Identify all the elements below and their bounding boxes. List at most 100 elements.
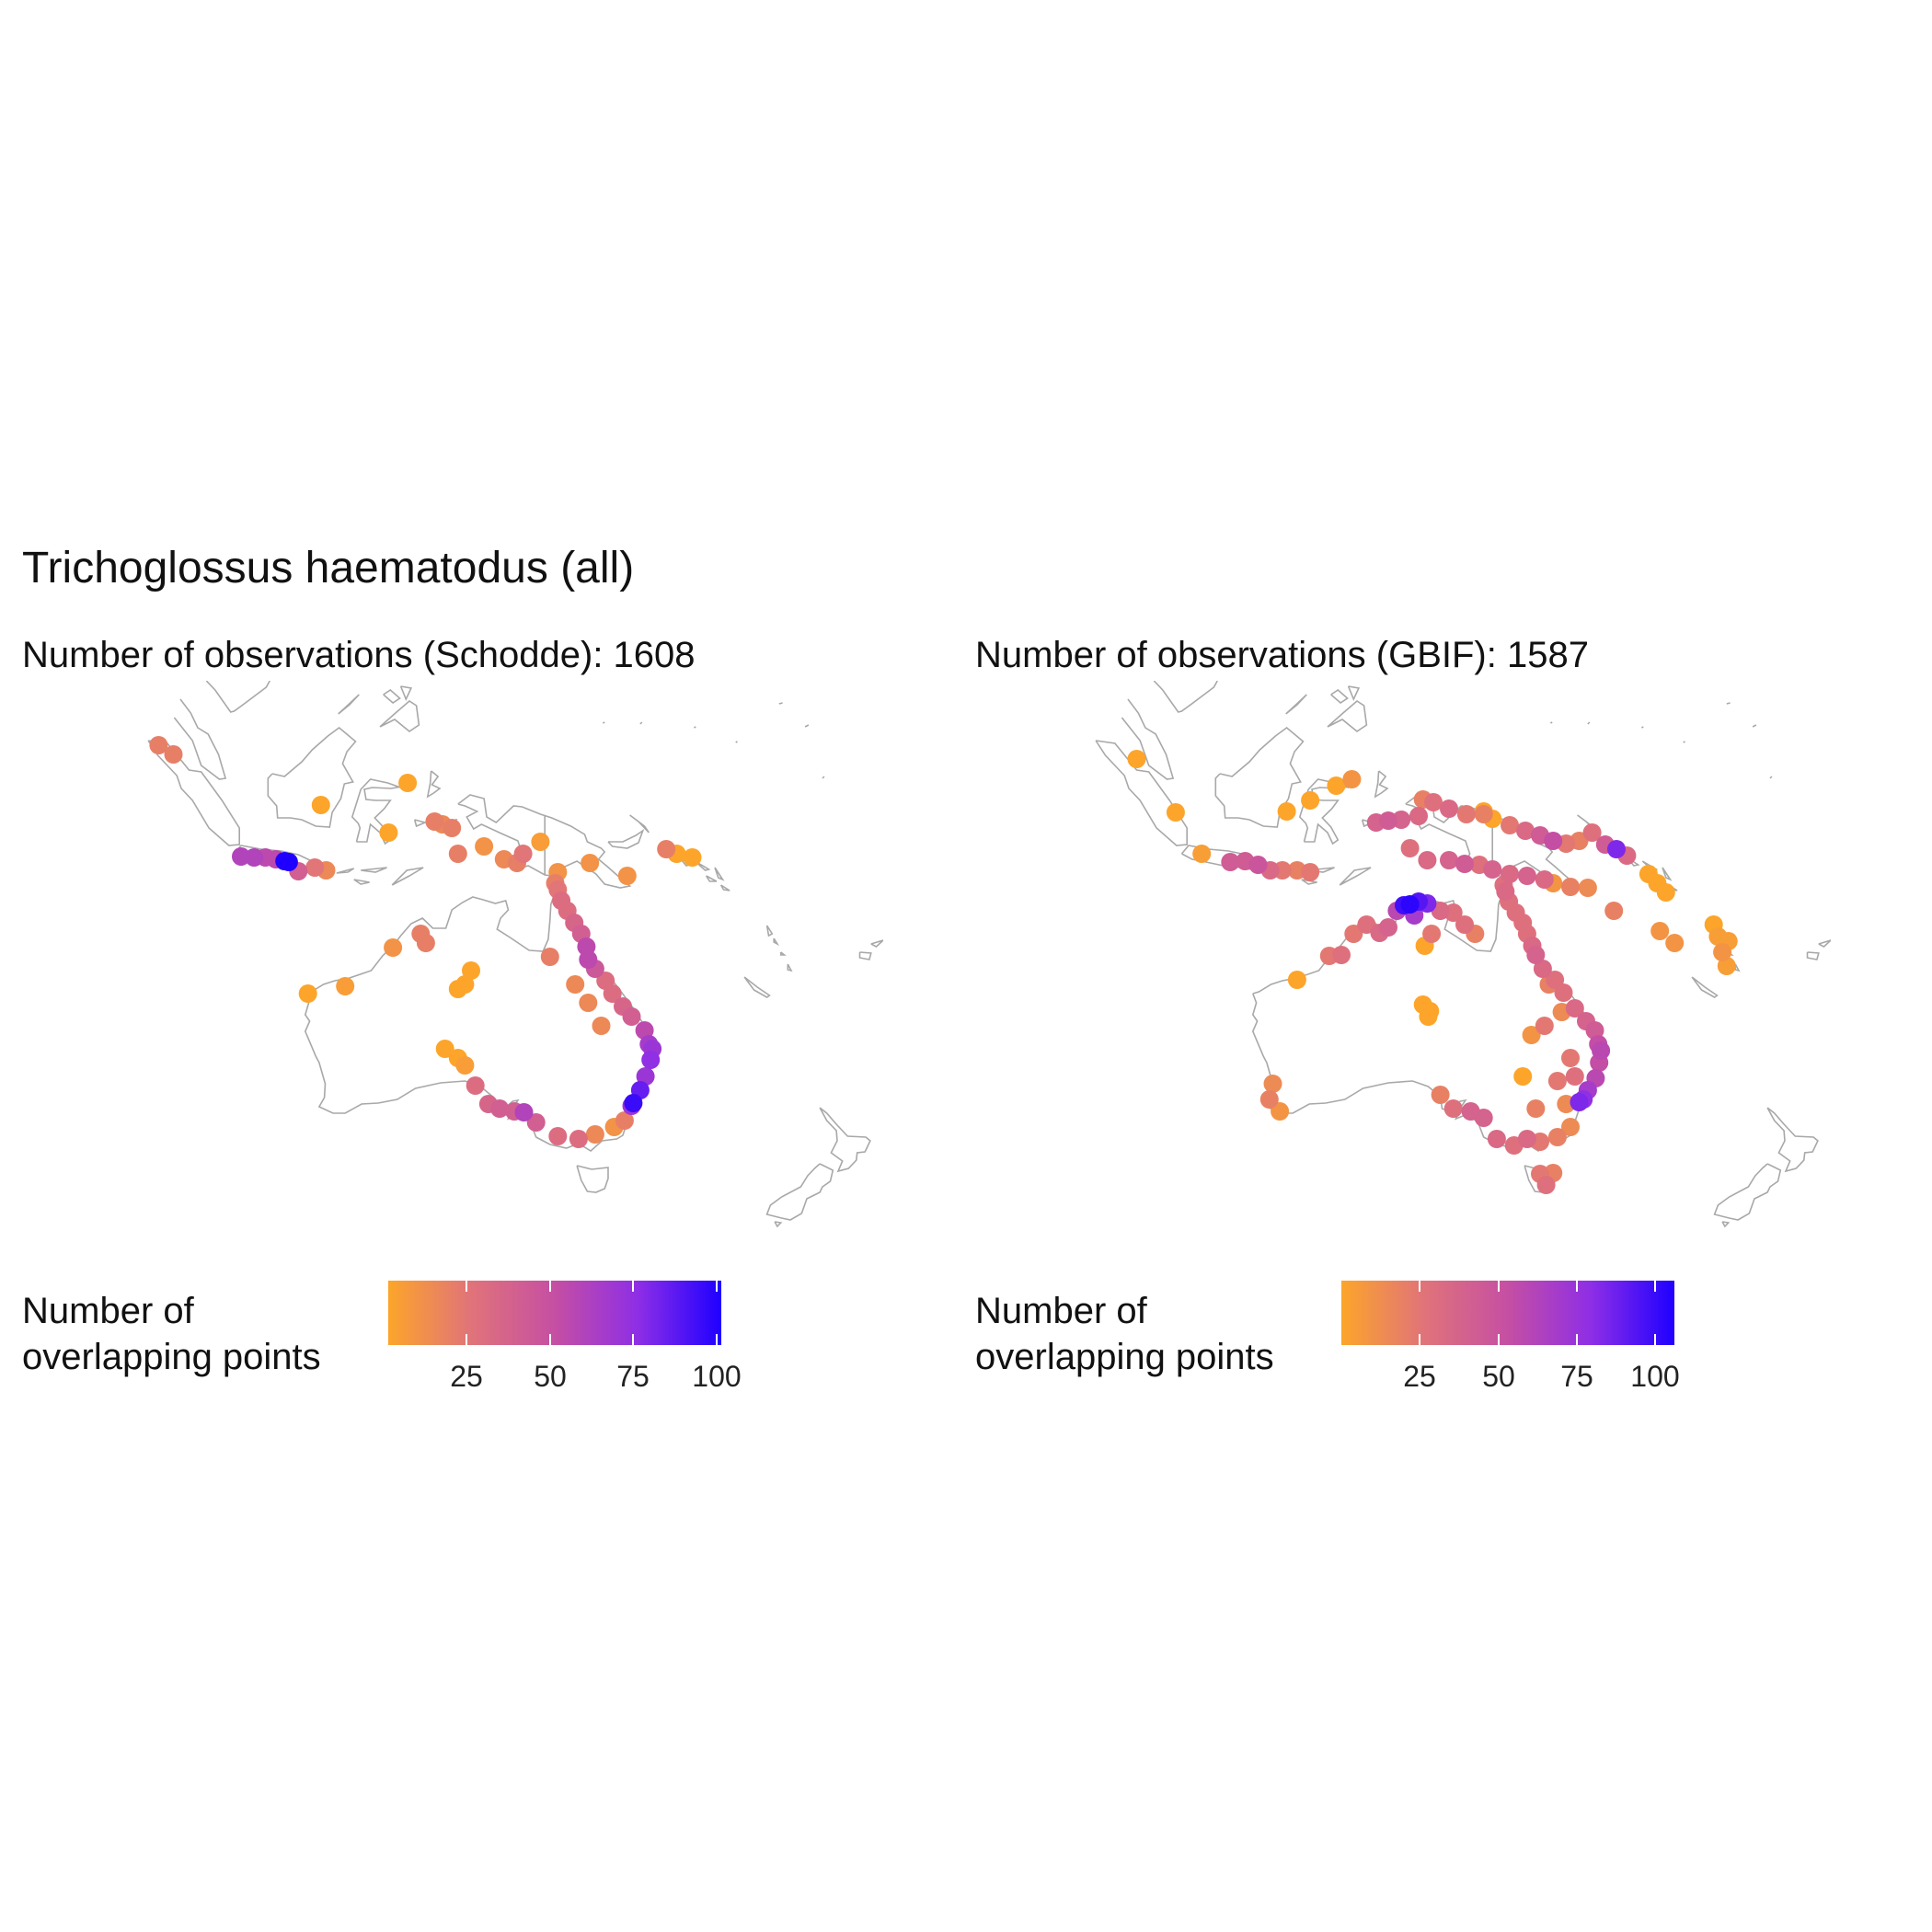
- observation-point: [514, 1103, 534, 1121]
- observation-point: [596, 972, 615, 990]
- coastline: [576, 1165, 609, 1193]
- observation-point: [1400, 895, 1420, 914]
- coastline: [765, 925, 774, 937]
- coastline: [173, 698, 227, 780]
- observation-point: [1271, 1102, 1290, 1121]
- observation-point: [305, 858, 325, 877]
- observation-point: [435, 1040, 454, 1058]
- observation-point: [1344, 925, 1363, 943]
- observation-point: [1327, 776, 1346, 795]
- observation-point: [1127, 750, 1146, 768]
- observation-point: [540, 948, 559, 966]
- observation-point: [1547, 1072, 1567, 1090]
- observation-point: [1379, 811, 1397, 830]
- observation-point: [615, 1111, 634, 1130]
- observation-points: [149, 736, 702, 1148]
- observation-point: [448, 845, 467, 863]
- coastline: [1339, 867, 1372, 886]
- observation-point: [1517, 867, 1536, 885]
- coastline: [1214, 726, 1305, 828]
- coastline: [1121, 698, 1175, 780]
- left-colorbar-label: 75: [616, 1360, 650, 1393]
- coastline: [361, 867, 387, 873]
- colorbar-tick: [716, 1334, 718, 1345]
- observation-point: [416, 934, 435, 952]
- coastline: [1641, 726, 1644, 729]
- observation-point: [1535, 1017, 1554, 1035]
- observation-point: [657, 840, 676, 858]
- observation-point: [1301, 863, 1320, 881]
- observation-point: [1526, 946, 1546, 964]
- observation-point: [1713, 943, 1732, 961]
- observation-point: [1501, 865, 1519, 883]
- observation-point: [455, 1056, 475, 1075]
- coastline: [1587, 721, 1591, 725]
- observation-point: [1166, 803, 1185, 822]
- observation-point: [1561, 878, 1580, 896]
- observation-point: [1422, 925, 1442, 943]
- observation-point: [1259, 1090, 1279, 1109]
- observation-point: [1443, 1099, 1463, 1118]
- observation-point: [1496, 882, 1515, 901]
- coastline: [787, 963, 793, 972]
- observation-point: [1501, 816, 1519, 834]
- observation-point: [531, 833, 550, 851]
- observation-point: [425, 812, 444, 831]
- observation-point: [1561, 1049, 1580, 1067]
- observation-point: [1570, 1093, 1589, 1111]
- coastline: [603, 721, 605, 724]
- coastline: [147, 740, 240, 846]
- coastline: [1374, 770, 1389, 799]
- observation-point: [1487, 1130, 1506, 1148]
- observation-point: [1418, 851, 1437, 869]
- observation-point: [569, 1130, 588, 1148]
- colorbar-tick: [716, 1281, 718, 1292]
- legend-title-line2: overlapping points: [22, 1337, 321, 1377]
- observation-point: [1592, 1041, 1611, 1060]
- observation-point: [1301, 791, 1320, 810]
- observation-point: [1456, 805, 1476, 823]
- coastline: [1153, 681, 1218, 713]
- observation-point: [617, 867, 637, 885]
- observation-point: [1582, 823, 1602, 842]
- right-colorbar-label: 25: [1403, 1360, 1436, 1393]
- coastline: [822, 776, 825, 779]
- left-map-plot: [147, 681, 883, 1228]
- observation-point: [1419, 1007, 1438, 1026]
- observation-point: [1561, 1118, 1580, 1136]
- left-colorbar-label: 100: [692, 1360, 742, 1393]
- observation-point: [1409, 807, 1428, 825]
- colorbar-tick: [549, 1281, 551, 1292]
- colorbar-tick: [466, 1334, 467, 1345]
- right-map-plot: [1095, 681, 1831, 1228]
- colorbar-tick: [1654, 1281, 1656, 1292]
- observation-point: [1517, 1130, 1536, 1148]
- right-colorbar-label: 100: [1630, 1360, 1680, 1393]
- coastline: [353, 879, 370, 885]
- left-panel-subtitle: Number of observations (Schodde): 1608: [22, 635, 696, 675]
- observation-point: [490, 1099, 510, 1118]
- coastline: [804, 724, 810, 728]
- land-outlines: [147, 681, 883, 1228]
- coastline: [338, 694, 360, 715]
- observation-point: [1533, 960, 1552, 978]
- coastline: [399, 685, 413, 701]
- coastline: [205, 681, 270, 713]
- observation-point: [636, 1067, 655, 1086]
- coastline: [383, 688, 401, 705]
- observation-point: [1192, 845, 1212, 863]
- coastline: [351, 777, 408, 845]
- right-legend-title: Number of overlapping points: [975, 1288, 1362, 1380]
- observation-point: [1277, 802, 1296, 821]
- coastline: [1662, 867, 1673, 881]
- coastline: [858, 951, 872, 960]
- observation-point: [585, 1125, 604, 1144]
- colorbar-tick: [1419, 1334, 1420, 1345]
- legend-title-line1: Number of: [975, 1291, 1147, 1331]
- observation-point: [279, 853, 298, 871]
- coastline: [765, 1163, 834, 1221]
- coastline: [1347, 685, 1361, 701]
- observation-point: [1516, 822, 1535, 840]
- observation-point: [1440, 851, 1458, 869]
- coastline: [639, 721, 643, 725]
